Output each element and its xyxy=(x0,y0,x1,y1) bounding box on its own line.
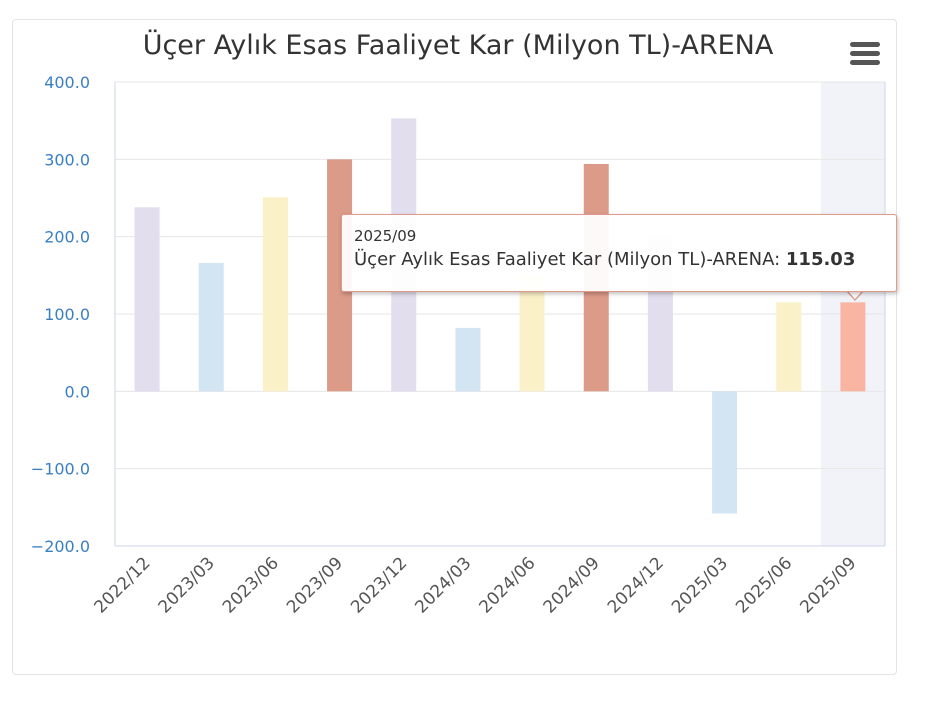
bar xyxy=(198,262,224,392)
x-tick-label: 2022/12 xyxy=(91,553,155,617)
x-tick-label: 2024/12 xyxy=(604,553,668,617)
y-tick-label: 100.0 xyxy=(44,305,90,324)
bar xyxy=(776,302,802,392)
x-tick-label: 2025/03 xyxy=(668,553,732,617)
tooltip-line: Üçer Aylık Esas Faaliyet Kar (Milyon TL)… xyxy=(354,249,884,270)
x-tick-label: 2025/06 xyxy=(732,553,796,617)
bar xyxy=(455,327,481,392)
x-tick-label: 2024/09 xyxy=(540,553,604,617)
y-tick-label: −100.0 xyxy=(31,460,90,479)
bar xyxy=(262,197,288,392)
x-tick-label: 2024/06 xyxy=(476,553,540,617)
bar xyxy=(712,391,738,514)
y-tick-label: −200.0 xyxy=(31,537,90,556)
y-tick-label: 0.0 xyxy=(65,382,90,401)
tooltip-series-label: Üçer Aylık Esas Faaliyet Kar (Milyon TL)… xyxy=(354,249,786,270)
bar xyxy=(519,275,545,392)
y-tick-label: 300.0 xyxy=(44,150,90,169)
x-tick-label: 2025/09 xyxy=(796,553,860,617)
tooltip: 2025/09 Üçer Aylık Esas Faaliyet Kar (Mi… xyxy=(341,214,897,292)
x-tick-label: 2023/03 xyxy=(155,553,219,617)
bar xyxy=(134,207,160,392)
bar xyxy=(840,302,866,392)
x-tick-label: 2023/06 xyxy=(219,553,283,617)
y-tick-label: 400.0 xyxy=(44,73,90,92)
tooltip-date: 2025/09 xyxy=(354,227,417,245)
x-tick-label: 2023/09 xyxy=(283,553,347,617)
tooltip-value: 115.03 xyxy=(785,249,856,270)
x-tick-label: 2023/12 xyxy=(347,553,411,617)
chart-title: Üçer Aylık Esas Faaliyet Kar (Milyon TL)… xyxy=(142,30,774,61)
hamburger-menu-icon[interactable] xyxy=(850,42,882,68)
y-tick-label: 200.0 xyxy=(44,228,90,247)
x-tick-label: 2024/03 xyxy=(411,553,475,617)
